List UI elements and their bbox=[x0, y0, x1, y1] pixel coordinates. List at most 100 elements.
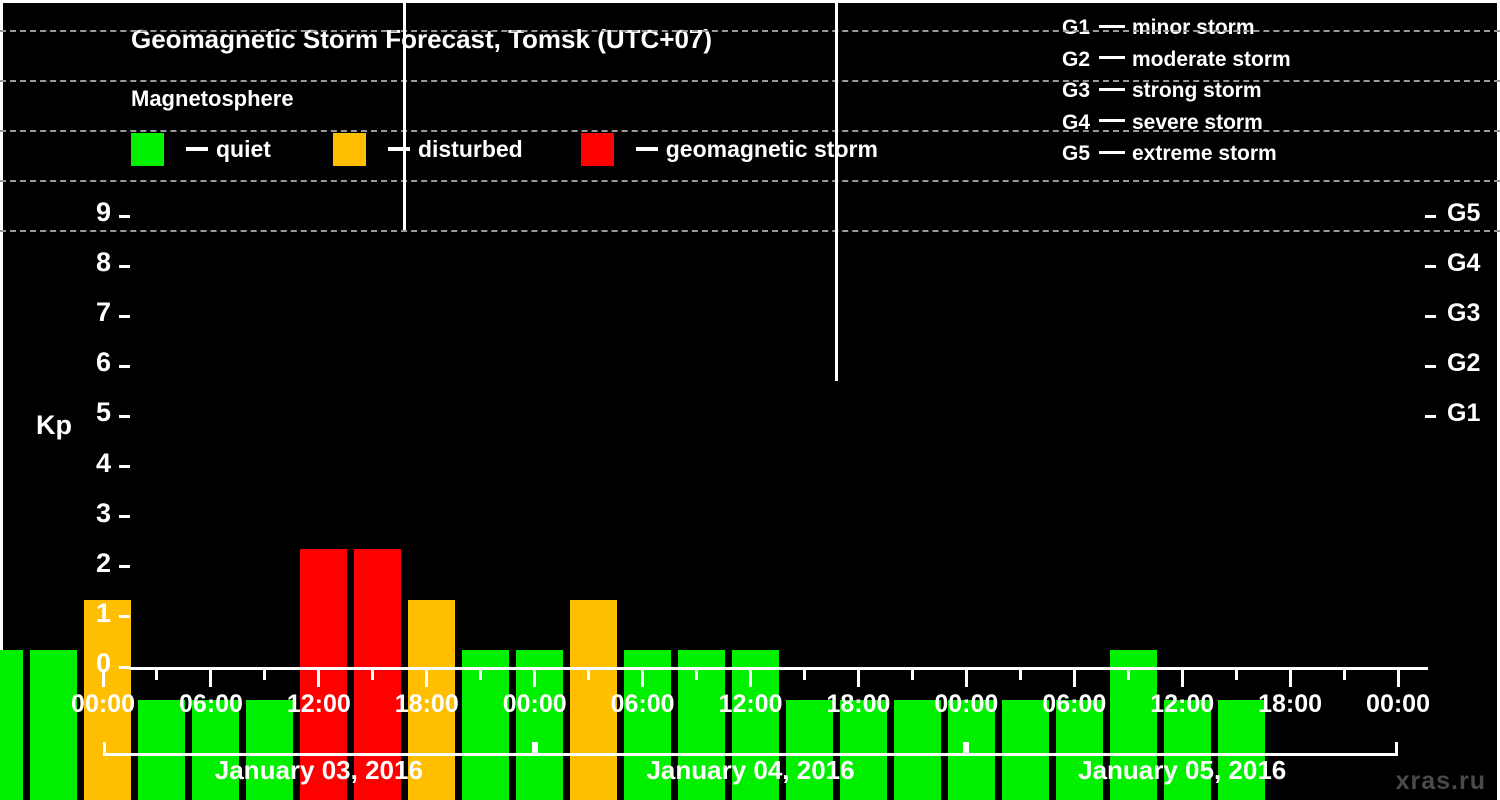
day-label: January 05, 2016 bbox=[1078, 755, 1287, 785]
color-legend: quiet disturbed geomagnetic storm bbox=[131, 131, 878, 167]
bar-quiet-kp2 bbox=[893, 699, 941, 800]
x-tick-label-30h: 06:00 bbox=[610, 690, 675, 718]
day-bracket bbox=[534, 742, 967, 756]
bar-quiet-kp2 bbox=[138, 699, 186, 800]
legend-label: quiet bbox=[216, 135, 271, 162]
bar-quiet-kp2 bbox=[785, 699, 833, 800]
legend-dash-icon bbox=[387, 147, 410, 151]
y-tick-1 bbox=[119, 615, 130, 619]
x-tick-66h bbox=[1288, 670, 1292, 687]
g-scale-label: moderate storm bbox=[1132, 47, 1291, 71]
y-tick-7 bbox=[119, 314, 130, 318]
x-tick-27h bbox=[587, 670, 591, 680]
page-title: Geomagnetic Storm Forecast, Tomsk (UTC+0… bbox=[131, 24, 713, 54]
y-tick-label-6: 6 bbox=[95, 347, 111, 378]
bar-quiet-kp2 bbox=[246, 699, 294, 800]
bar-quiet-kp2 bbox=[1001, 699, 1049, 800]
legend-label: disturbed bbox=[417, 135, 523, 162]
g-scale-code: G3 bbox=[1062, 79, 1091, 102]
x-tick-57h bbox=[1126, 670, 1130, 680]
g-scale-row-g3: G3 strong storm bbox=[1062, 75, 1482, 107]
chart-subtitle: Magnetosphere bbox=[131, 86, 294, 111]
bar-disturbed-kp4 bbox=[570, 599, 618, 800]
y-tick-6 bbox=[119, 364, 130, 368]
x-tick-6h bbox=[209, 670, 213, 687]
legend-item-geomagnetic-storm: geomagnetic storm bbox=[580, 132, 878, 166]
bar-quiet-kp3 bbox=[30, 649, 78, 800]
day-bracket bbox=[103, 742, 535, 756]
bar-storm-kp5 bbox=[300, 549, 348, 800]
x-tick-33h bbox=[695, 670, 699, 680]
bar-quiet-kp3 bbox=[0, 649, 24, 800]
legend-dash-icon bbox=[635, 147, 658, 151]
g-scale-row-g2: G2 moderate storm bbox=[1062, 44, 1482, 76]
bar-quiet-kp2 bbox=[1217, 699, 1265, 800]
g-tick-label-G2: G2 bbox=[1447, 349, 1481, 378]
y-tick-label-8: 8 bbox=[95, 247, 111, 278]
bar-quiet-kp3 bbox=[516, 649, 564, 800]
x-tick-label-12h: 12:00 bbox=[286, 690, 351, 718]
legend-item-disturbed: disturbed bbox=[332, 132, 523, 166]
x-tick-72h bbox=[1396, 670, 1400, 687]
x-tick-12h bbox=[317, 670, 321, 687]
x-tick-21h bbox=[479, 670, 483, 680]
day-bracket bbox=[966, 742, 1398, 756]
day-separator-48h bbox=[834, 0, 838, 381]
y-tick-label-1: 1 bbox=[95, 597, 111, 628]
x-tick-0h bbox=[101, 670, 105, 687]
x-tick-label-54h: 06:00 bbox=[1042, 690, 1107, 718]
y-tick-2 bbox=[119, 565, 130, 569]
bar-quiet-kp2 bbox=[1055, 699, 1103, 800]
bar-disturbed-kp4 bbox=[84, 599, 132, 800]
disturbed-swatch bbox=[332, 132, 366, 166]
legend-label: geomagnetic storm bbox=[665, 135, 878, 162]
bar-quiet-kp3 bbox=[1109, 649, 1157, 800]
bar-quiet-kp2 bbox=[947, 699, 995, 800]
g-scale-label: severe storm bbox=[1132, 110, 1263, 134]
g-tick-label-G4: G4 bbox=[1447, 249, 1481, 278]
storm-swatch bbox=[580, 132, 614, 166]
g-tick-G4 bbox=[1425, 264, 1436, 268]
bar-disturbed-kp4 bbox=[408, 599, 456, 800]
gridline-kp-5 bbox=[0, 230, 1500, 233]
x-tick-label-24h: 00:00 bbox=[502, 690, 567, 718]
g-scale-code: G5 bbox=[1062, 142, 1091, 165]
g-scale-legend: G1 minor storm G2 moderate storm G3 strong st… bbox=[1062, 12, 1482, 170]
g-scale-code: G4 bbox=[1062, 110, 1091, 134]
watermark: xras.ru bbox=[1395, 767, 1486, 795]
y-tick-4 bbox=[119, 465, 130, 469]
y-tick-9 bbox=[119, 214, 130, 218]
g-scale-row-g4: G4 severe storm bbox=[1062, 107, 1482, 139]
g-scale-dash-icon bbox=[1099, 150, 1125, 154]
y-tick-0 bbox=[119, 665, 130, 669]
g-tick-G3 bbox=[1425, 314, 1436, 318]
x-tick-label-6h: 06:00 bbox=[178, 690, 243, 718]
x-tick-45h bbox=[910, 670, 914, 680]
bar-quiet-kp2 bbox=[192, 699, 240, 800]
g-scale-row-g5: G5 extreme storm bbox=[1062, 138, 1482, 170]
g-tick-G1 bbox=[1425, 414, 1436, 418]
x-tick-51h bbox=[1018, 670, 1022, 680]
x-tick-30h bbox=[641, 670, 645, 687]
g-tick-label-G5: G5 bbox=[1447, 199, 1481, 228]
g-scale-dash-icon bbox=[1099, 24, 1125, 28]
y-tick-label-7: 7 bbox=[95, 297, 111, 328]
x-tick-18h bbox=[425, 670, 429, 687]
x-tick-39h bbox=[802, 670, 806, 680]
g-scale-row-g1: G1 minor storm bbox=[1062, 12, 1482, 44]
x-tick-3h bbox=[155, 670, 159, 680]
x-tick-label-42h: 18:00 bbox=[826, 690, 891, 718]
gridline-kp-9 bbox=[0, 30, 1500, 33]
x-tick-label-36h: 12:00 bbox=[718, 690, 783, 718]
x-tick-label-0h: 00:00 bbox=[71, 690, 135, 718]
legend-dash-icon bbox=[186, 147, 208, 151]
x-axis-line bbox=[130, 667, 1428, 670]
x-tick-63h bbox=[1234, 670, 1238, 680]
bar-series bbox=[0, 319, 1295, 800]
gridline-kp-7 bbox=[0, 130, 1500, 133]
bar-quiet-kp3 bbox=[624, 649, 671, 800]
g-tick-label-G3: G3 bbox=[1447, 299, 1481, 328]
day-label: January 03, 2016 bbox=[214, 755, 423, 785]
